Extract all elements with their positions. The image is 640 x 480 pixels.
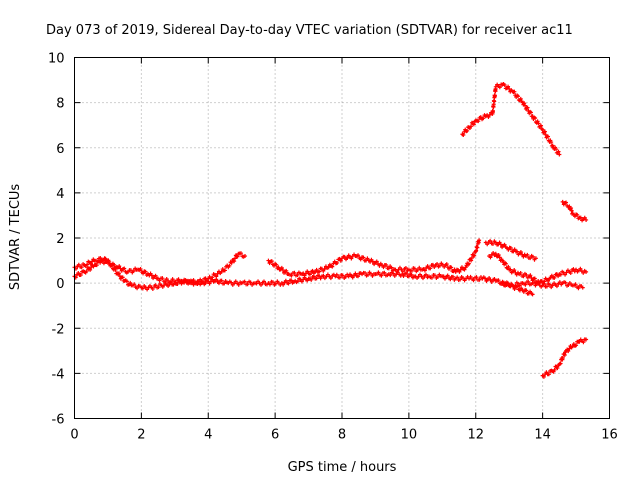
x-tick-label: 12 <box>467 428 484 443</box>
plus-markers <box>460 81 562 157</box>
x-tick-label: 10 <box>401 428 418 443</box>
plus-markers <box>266 238 482 278</box>
x-tick-label: 2 <box>137 428 145 443</box>
series-band-f <box>500 279 585 291</box>
series-band-d <box>483 238 538 262</box>
y-tick-label: 8 <box>56 97 64 112</box>
x-tick-labels: 0 2 4 6 8 10 12 14 16 <box>70 428 617 443</box>
chart-title: Day 073 of 2019, Sidereal Day-to-day VTE… <box>46 23 573 38</box>
y-tick-label: -4 <box>52 367 65 382</box>
x-tick-label: 14 <box>534 428 551 443</box>
x-axis-label: GPS time / hours <box>288 460 397 475</box>
series-right-upper <box>560 199 589 223</box>
x-tick-label: 0 <box>70 428 78 443</box>
x-tick-label: 8 <box>338 428 346 443</box>
x-tick-label: 4 <box>204 428 212 443</box>
plus-markers <box>540 337 589 379</box>
y-tick-label: 0 <box>56 277 64 292</box>
series-band-c <box>266 238 482 278</box>
y-tick-label: 2 <box>56 232 64 247</box>
y-tick-label: -6 <box>52 413 65 428</box>
y-tick-label: 10 <box>48 52 65 67</box>
series-right-lower <box>540 337 589 379</box>
x-tick-label: 16 <box>601 428 618 443</box>
plus-markers <box>560 199 589 223</box>
y-axis-label: SDTVAR / TECUs <box>8 184 23 291</box>
plus-markers <box>483 238 538 262</box>
plot-frame <box>74 57 610 419</box>
plus-markers <box>500 279 585 291</box>
y-tick-label: 6 <box>56 142 64 157</box>
data-points <box>72 81 589 379</box>
x-tick-label: 6 <box>271 428 279 443</box>
y-tick-labels: -6 -4 -2 0 2 4 6 8 10 <box>48 52 65 428</box>
y-tick-label: 4 <box>56 187 64 202</box>
y-tick-label: -2 <box>52 322 65 337</box>
series-upper-arc <box>460 81 562 157</box>
